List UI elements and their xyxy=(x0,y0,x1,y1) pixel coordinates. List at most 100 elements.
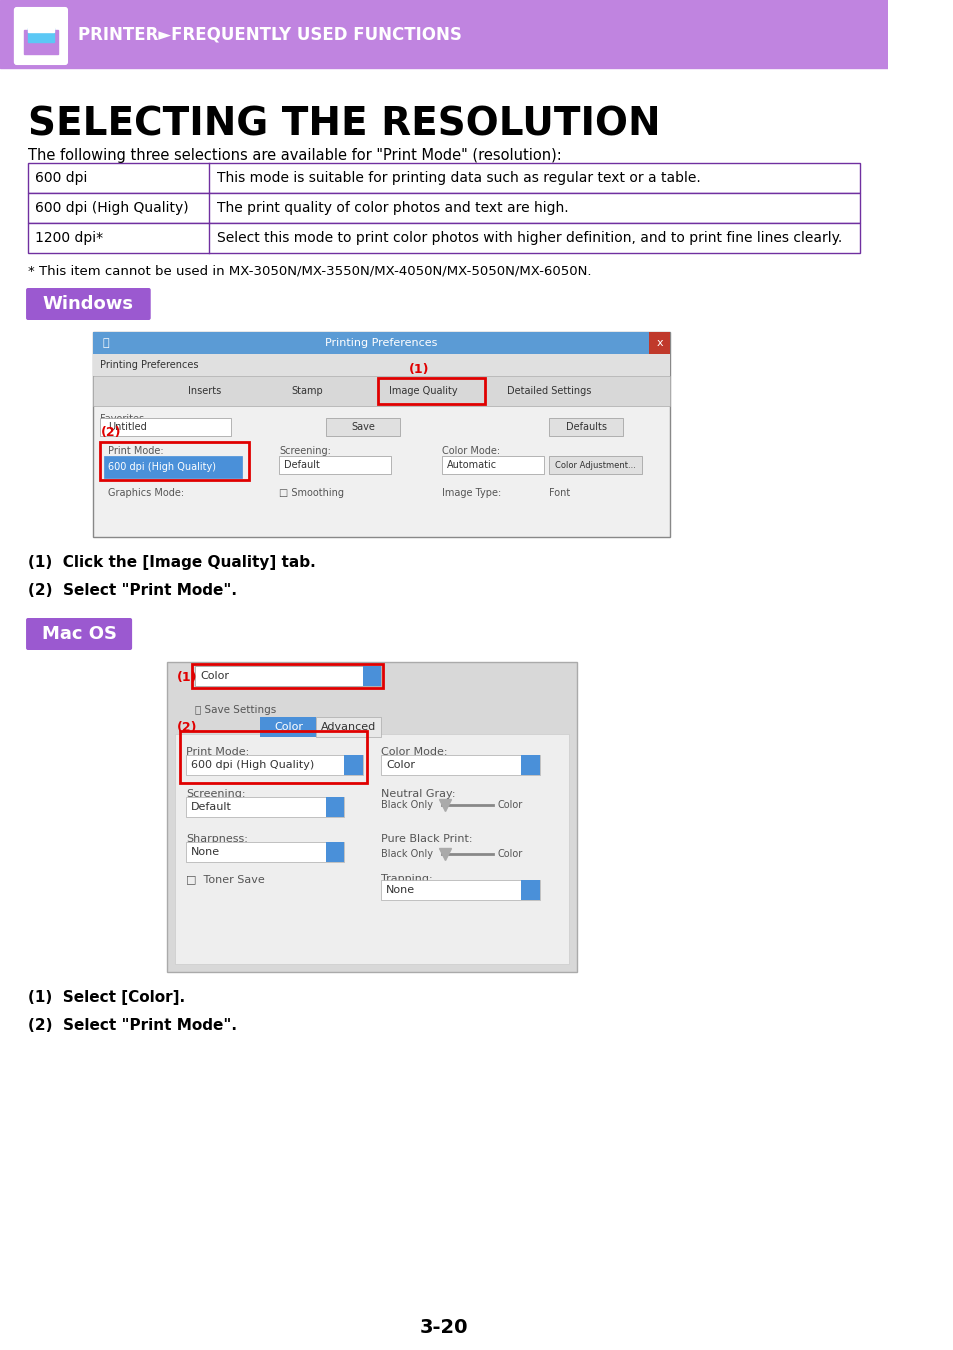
Text: Image Type:: Image Type: xyxy=(441,487,500,498)
Text: x: x xyxy=(656,338,662,348)
Text: Windows: Windows xyxy=(43,296,133,313)
Bar xyxy=(279,456,391,474)
Bar xyxy=(325,796,344,817)
Bar xyxy=(548,456,641,474)
Text: (2): (2) xyxy=(100,427,121,439)
Bar xyxy=(362,666,381,686)
Text: □  Toner Save: □ Toner Save xyxy=(186,873,265,884)
Bar xyxy=(28,28,54,42)
Text: 600 dpi (High Quality): 600 dpi (High Quality) xyxy=(108,462,215,472)
Text: Color Mode:: Color Mode: xyxy=(381,747,448,757)
Bar xyxy=(381,755,539,775)
Text: None: None xyxy=(386,886,415,895)
Text: * This item cannot be used in MX-3050N/MX-3550N/MX-4050N/MX-5050N/MX-6050N.: * This item cannot be used in MX-3050N/M… xyxy=(28,265,591,278)
Text: Detailed Settings: Detailed Settings xyxy=(506,386,591,396)
Text: (2): (2) xyxy=(176,721,197,733)
Bar xyxy=(93,332,669,354)
FancyBboxPatch shape xyxy=(26,618,132,649)
FancyBboxPatch shape xyxy=(26,288,151,320)
Bar xyxy=(174,734,569,964)
Text: 🔒 Save Settings: 🔒 Save Settings xyxy=(195,705,276,716)
Text: (2)  Select "Print Mode".: (2) Select "Print Mode". xyxy=(28,583,236,598)
Text: Color: Color xyxy=(386,760,415,770)
Text: Black Only: Black Only xyxy=(381,801,433,810)
Text: This mode is suitable for printing data such as regular text or a table.: This mode is suitable for printing data … xyxy=(216,171,700,185)
Text: Advanced: Advanced xyxy=(321,722,376,732)
Text: (1)  Select [Color].: (1) Select [Color]. xyxy=(28,990,185,1004)
Text: Untitled: Untitled xyxy=(108,423,147,432)
Text: Color: Color xyxy=(200,671,229,680)
Bar xyxy=(93,377,669,406)
Text: 600 dpi (High Quality): 600 dpi (High Quality) xyxy=(191,760,314,770)
Text: (2)  Select "Print Mode".: (2) Select "Print Mode". xyxy=(28,1018,236,1033)
Bar xyxy=(316,717,381,737)
Text: Screening:: Screening: xyxy=(279,446,331,456)
Text: Printing Preferences: Printing Preferences xyxy=(100,360,199,370)
Text: 🖨: 🖨 xyxy=(102,338,109,348)
Bar xyxy=(548,418,622,436)
Bar xyxy=(344,755,362,775)
Text: Default: Default xyxy=(191,802,232,811)
Bar xyxy=(100,441,249,481)
Text: Neutral Gray:: Neutral Gray: xyxy=(381,788,456,799)
Text: Mac OS: Mac OS xyxy=(42,625,116,643)
Text: Defaults: Defaults xyxy=(565,423,606,432)
Bar xyxy=(28,163,859,193)
Bar xyxy=(520,880,539,900)
Text: Default: Default xyxy=(283,460,319,470)
Text: Color: Color xyxy=(497,849,522,859)
Bar xyxy=(28,223,859,252)
Text: The print quality of color photos and text are high.: The print quality of color photos and te… xyxy=(216,201,568,215)
Bar xyxy=(104,456,242,478)
Text: Printing Preferences: Printing Preferences xyxy=(325,338,437,348)
Bar xyxy=(186,796,344,817)
Text: Color: Color xyxy=(274,722,303,732)
Bar xyxy=(325,418,399,436)
Text: Favorites: Favorites xyxy=(100,414,145,424)
Text: Screening:: Screening: xyxy=(186,788,245,799)
Text: (1): (1) xyxy=(409,363,430,377)
Bar xyxy=(381,880,539,900)
Text: 1200 dpi*: 1200 dpi* xyxy=(35,231,103,244)
Bar xyxy=(28,193,859,223)
Bar xyxy=(377,378,484,404)
Text: Color: Color xyxy=(497,801,522,810)
Text: Inserts: Inserts xyxy=(188,386,221,396)
Bar xyxy=(28,27,54,32)
Bar xyxy=(649,332,669,354)
Text: Stamp: Stamp xyxy=(291,386,322,396)
Text: Save: Save xyxy=(351,423,375,432)
Bar xyxy=(0,0,886,68)
Text: 600 dpi: 600 dpi xyxy=(35,171,88,185)
Text: (1)  Click the [Image Quality] tab.: (1) Click the [Image Quality] tab. xyxy=(28,555,315,570)
Text: PRINTER►FREQUENTLY USED FUNCTIONS: PRINTER►FREQUENTLY USED FUNCTIONS xyxy=(78,26,461,43)
FancyBboxPatch shape xyxy=(15,8,67,63)
Bar xyxy=(520,755,539,775)
Text: None: None xyxy=(191,846,219,857)
Bar xyxy=(186,755,362,775)
Text: Select this mode to print color photos with higher definition, and to print fine: Select this mode to print color photos w… xyxy=(216,231,841,244)
Text: Trapping:: Trapping: xyxy=(381,873,433,884)
Text: Image Quality: Image Quality xyxy=(389,386,457,396)
Bar xyxy=(195,666,381,686)
Bar xyxy=(192,664,383,689)
Text: 3-20: 3-20 xyxy=(419,1318,468,1336)
Bar xyxy=(93,354,669,377)
Bar xyxy=(24,30,57,54)
Bar xyxy=(93,332,669,537)
Bar xyxy=(441,456,543,474)
Bar xyxy=(168,662,577,972)
Text: (1): (1) xyxy=(176,671,197,683)
Bar xyxy=(100,418,231,436)
Text: Print Mode:: Print Mode: xyxy=(186,747,249,757)
Text: Automatic: Automatic xyxy=(446,460,497,470)
Text: Black Only: Black Only xyxy=(381,849,433,859)
Bar xyxy=(180,730,366,783)
Text: The following three selections are available for "Print Mode" (resolution):: The following three selections are avail… xyxy=(28,148,561,163)
Text: SELECTING THE RESOLUTION: SELECTING THE RESOLUTION xyxy=(28,105,659,143)
Text: Font: Font xyxy=(548,487,570,498)
Bar xyxy=(186,842,344,863)
Text: Color Mode:: Color Mode: xyxy=(441,446,499,456)
Bar xyxy=(325,842,344,863)
Text: Sharpness:: Sharpness: xyxy=(186,834,248,844)
